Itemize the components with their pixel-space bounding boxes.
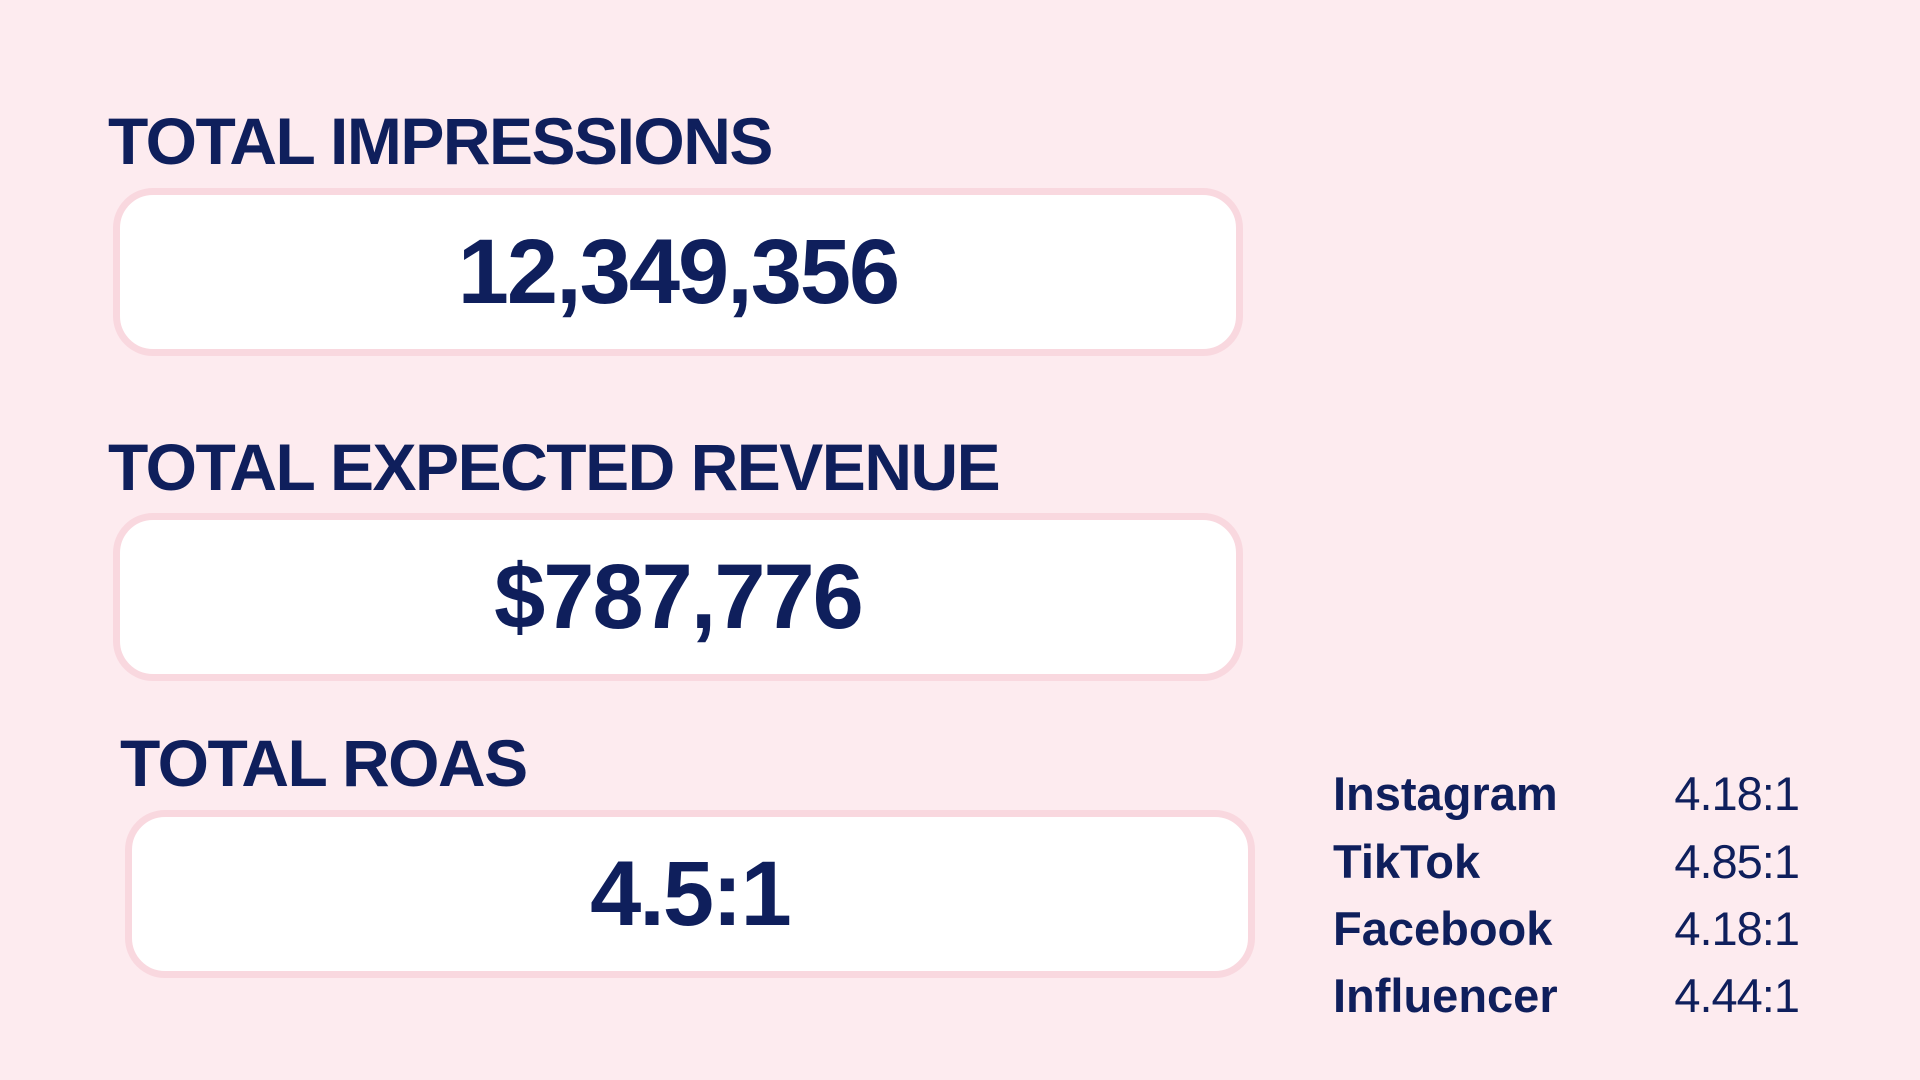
metric-label: TOTAL EXPECTED REVENUE [108,430,1001,504]
metric-value: 4.5:1 [590,843,792,945]
metric-box: 12,349,356 [113,188,1243,356]
channel-roas: 4.18:1 [1674,767,1800,820]
channel-name: Influencer [1333,969,1558,1022]
channel-name: Instagram [1333,767,1558,820]
metric-value: $787,776 [494,546,864,648]
metric-label: TOTAL ROAS [120,726,528,800]
metric-box: 4.5:1 [125,810,1255,978]
metric-value: 12,349,356 [457,221,900,323]
channel-roas: 4.85:1 [1674,835,1800,888]
channel-roas: 4.44:1 [1674,969,1800,1022]
metric-label: TOTAL IMPRESSIONS [108,104,773,178]
channel-name: TikTok [1333,835,1481,888]
channel-name: Facebook [1333,902,1553,955]
channel-roas: 4.18:1 [1674,902,1800,955]
metric-box: $787,776 [113,513,1243,681]
